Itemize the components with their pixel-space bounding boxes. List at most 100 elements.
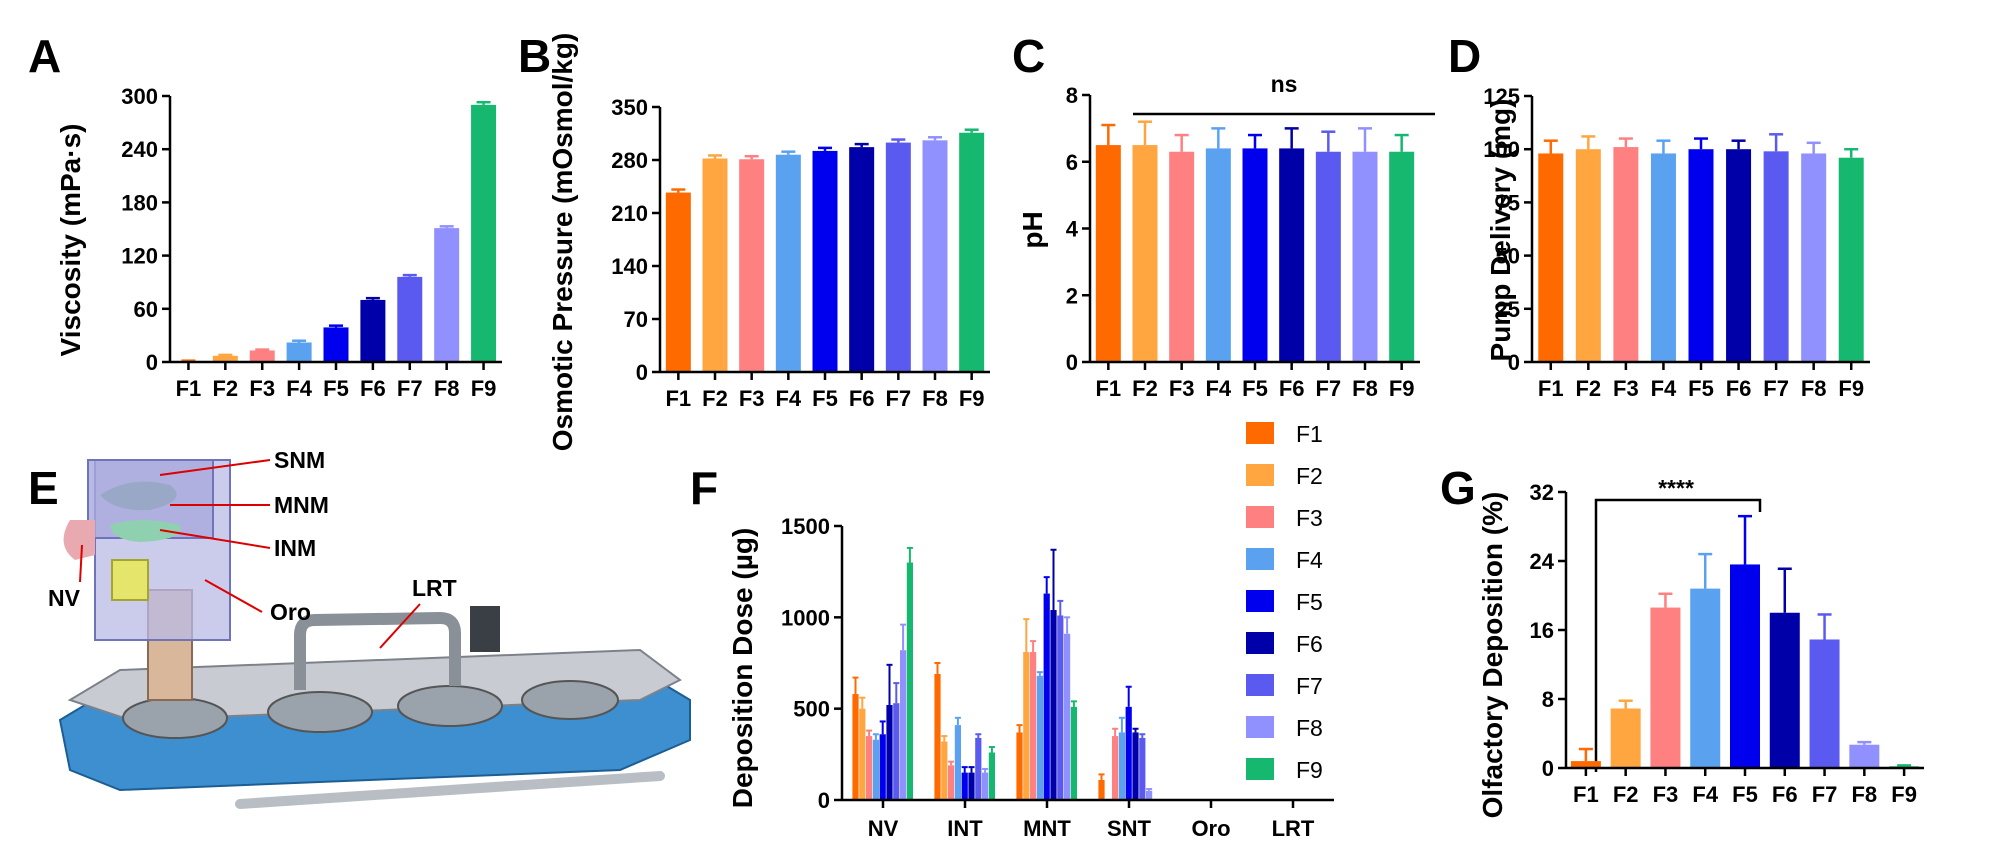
panel-a: A Viscosity (mPa·s) 0 60 120 180 240 300 F1 F2… — [28, 30, 502, 401]
panel-label-b: B — [518, 30, 551, 82]
y-tick-label: 125 — [1483, 84, 1520, 109]
x-tick-label: F4 — [1205, 376, 1231, 401]
label-snm: SNM — [274, 447, 325, 473]
bar-f4 — [1650, 153, 1676, 362]
x-tick-label: F9 — [471, 376, 497, 401]
y-tick-label: 180 — [121, 190, 158, 215]
bar-f8 — [434, 228, 460, 362]
legend-label: F3 — [1296, 505, 1323, 531]
axes — [652, 105, 990, 380]
bar-f5 — [1688, 149, 1714, 362]
callout-line — [79, 544, 83, 583]
y-tick-label: 0 — [1066, 350, 1078, 375]
x-tick-label: F4 — [286, 376, 312, 401]
device-chamber — [521, 680, 619, 720]
y-tick-label: 1000 — [781, 605, 830, 630]
x-tick-label: F8 — [1801, 376, 1827, 401]
bar-snt-f6 — [1132, 732, 1139, 800]
x-tick-label: SNT — [1107, 816, 1152, 841]
label-oro: Oro — [270, 599, 311, 625]
bar-mnt-f4 — [1036, 675, 1043, 800]
superior-region — [100, 481, 177, 511]
legend-swatch-f2 — [1246, 464, 1274, 486]
x-tick-label: F5 — [1242, 376, 1268, 401]
bar-f6 — [1279, 148, 1305, 362]
bars — [1570, 514, 1920, 768]
bar-mnt-f7 — [1057, 615, 1064, 800]
x-tick-label: F5 — [323, 376, 349, 401]
bar-f1 — [1570, 761, 1601, 768]
bar-f3 — [249, 350, 275, 362]
panel-c: C pH ns 0 2 4 6 8 F1 F2 F3 F4 F5 F6 F7 F8 F9 — [1012, 30, 1435, 401]
x-tick-labels: F1 F2 F3 F4 F5 F6 F7 F8 F9 — [665, 386, 984, 411]
bars — [175, 100, 497, 362]
y-tick-label: 1500 — [781, 514, 830, 539]
device-chamber — [122, 697, 228, 739]
bar-f3 — [1613, 147, 1639, 362]
bar-int-f8 — [982, 772, 989, 800]
x-tick-label: F1 — [665, 386, 691, 411]
bar-f8 — [1849, 744, 1880, 768]
x-tick-label: LRT — [1272, 816, 1315, 841]
bar-mnt-f1 — [1016, 732, 1023, 800]
panel-e-nasal-cast-illustration: E SNM MNM INM NV Oro — [28, 447, 691, 809]
bar-int-f5 — [961, 772, 968, 800]
x-tick-label: F6 — [360, 376, 386, 401]
bar-nv-f7 — [893, 703, 900, 800]
legend-swatch-f3 — [1246, 506, 1274, 528]
bar-nv-f6 — [886, 705, 893, 800]
bar-f9 — [1389, 151, 1415, 362]
bar-nv-f8 — [900, 650, 907, 800]
bar-int-f9 — [988, 752, 995, 800]
x-tick-labels: F1 F2 F3 F4 F5 F6 F7 F8 F9 — [1573, 782, 1917, 807]
x-tick-label: F2 — [1575, 376, 1601, 401]
bar-f2 — [212, 355, 238, 362]
y-axis-label: Viscosity (mPa·s) — [55, 124, 86, 357]
y-tick-labels: 0 2 4 6 8 — [1066, 83, 1079, 375]
bar-f6 — [360, 299, 386, 362]
x-tick-label: MNT — [1023, 816, 1071, 841]
y-tick-label: 50 — [1496, 244, 1520, 269]
x-tick-label: F6 — [849, 386, 875, 411]
callout-line — [159, 529, 271, 549]
bar-nv-f3 — [866, 736, 873, 800]
y-tick-labels: 0 25 50 75 100 125 — [1483, 84, 1520, 375]
legend: F1 F2 F3 F4 F5 F6 F7 F8 F9 — [1246, 421, 1323, 783]
bar-f9 — [959, 132, 985, 372]
x-tick-label: F7 — [1812, 782, 1838, 807]
bar-f4 — [775, 154, 801, 372]
legend-label: F8 — [1296, 715, 1323, 741]
x-tick-label: F8 — [434, 376, 460, 401]
x-tick-label: F8 — [1851, 782, 1877, 807]
significance-bracket — [1594, 498, 1762, 772]
y-tick-label: 280 — [611, 148, 648, 173]
x-tick-label: F9 — [1891, 782, 1917, 807]
x-tick-label: F3 — [1653, 782, 1679, 807]
axes — [162, 94, 502, 370]
bar-f3 — [1650, 607, 1681, 768]
callout-line — [159, 459, 271, 476]
bars — [1095, 120, 1415, 362]
bar-mnt-f8 — [1064, 633, 1071, 800]
x-tick-label: F8 — [922, 386, 948, 411]
y-tick-label: 120 — [121, 244, 158, 269]
legend-swatch-f6 — [1246, 632, 1274, 654]
legend-label: F4 — [1296, 547, 1323, 573]
bar-snt-f4 — [1118, 732, 1125, 800]
y-tick-label: 140 — [611, 254, 648, 279]
x-tick-label: F9 — [959, 386, 985, 411]
bar-f7 — [397, 276, 423, 362]
y-tick-labels: 0 70 140 210 280 350 — [611, 95, 648, 385]
y-tick-labels: 0 60 120 180 240 300 — [121, 84, 158, 375]
x-tick-label: F7 — [1763, 376, 1789, 401]
x-tick-label: F7 — [1315, 376, 1341, 401]
label-mnm: MNM — [274, 492, 329, 518]
y-tick-label: 2 — [1066, 283, 1078, 308]
bar-f9 — [471, 104, 497, 362]
x-tick-label: F2 — [1132, 376, 1158, 401]
legend-label: F1 — [1296, 421, 1323, 447]
x-tick-labels: F1 F2 F3 F4 F5 F6 F7 F8 F9 — [176, 376, 497, 401]
bars — [1538, 133, 1864, 362]
bar-f1 — [665, 192, 691, 372]
